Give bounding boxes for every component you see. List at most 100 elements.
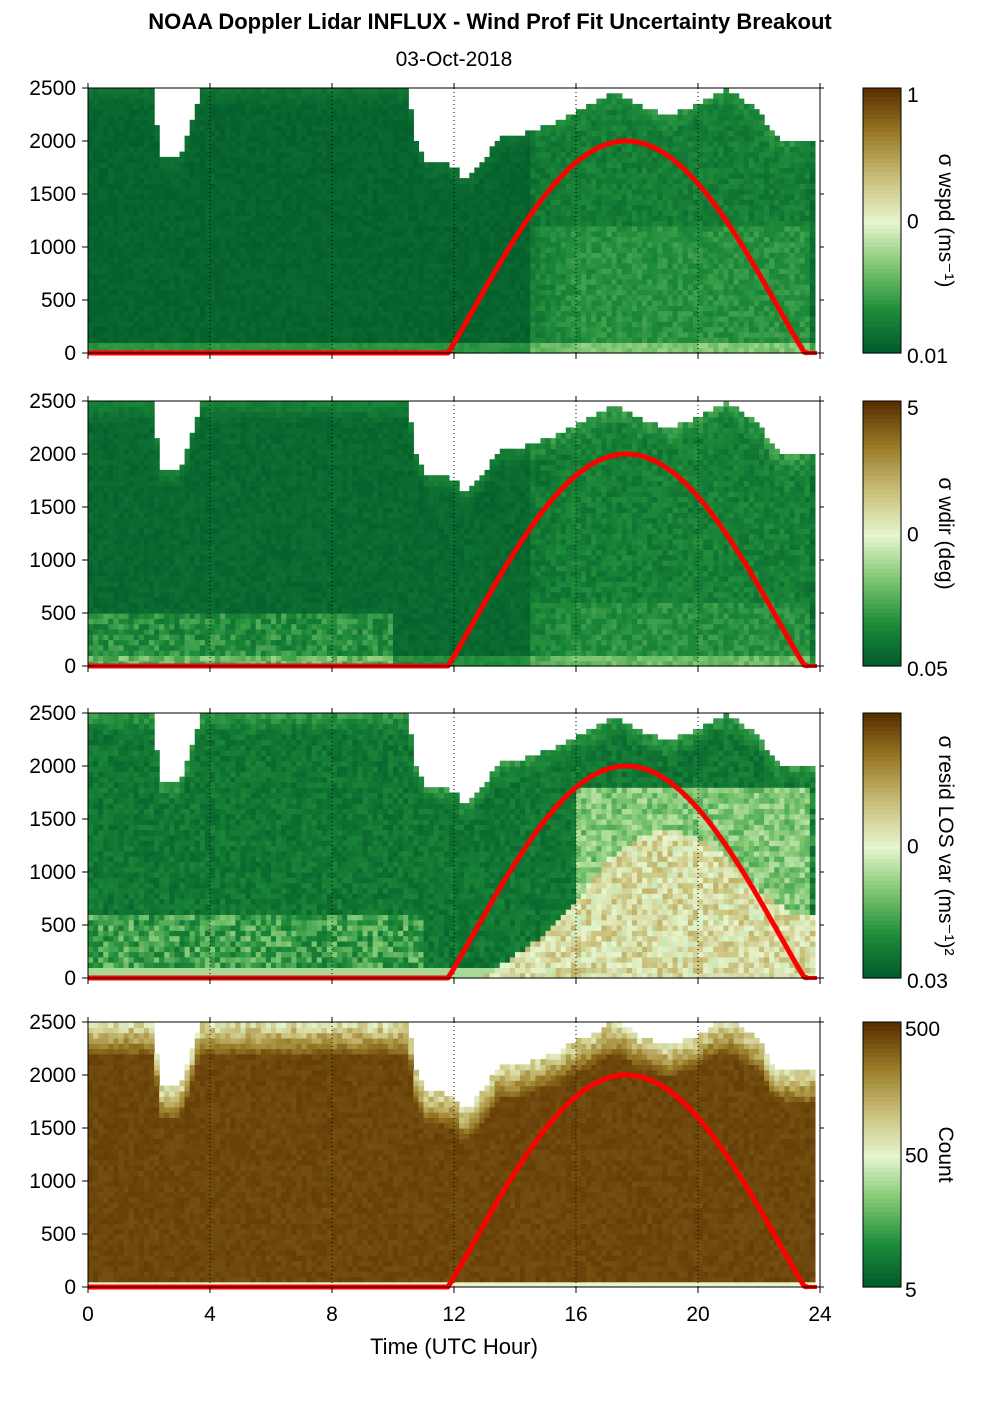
heatmap-cell [200, 337, 206, 343]
heatmap-cell [180, 247, 186, 253]
heatmap-cell [154, 226, 160, 232]
heatmap-cell [185, 221, 191, 227]
heatmap-cell [190, 321, 196, 327]
heatmap-cell [200, 268, 206, 274]
heatmap-cell [119, 93, 125, 99]
heatmap-cell [88, 327, 94, 333]
heatmap-cell [139, 258, 145, 264]
heatmap-cell [200, 342, 206, 348]
heatmap-cell [119, 295, 125, 301]
heatmap-cell [134, 205, 140, 211]
heatmap-cell [144, 226, 150, 232]
heatmap-cell [185, 152, 191, 158]
heatmap-cell [154, 194, 160, 200]
heatmap-cell [108, 173, 114, 179]
heatmap-cell [169, 221, 175, 227]
heatmap-cell [129, 152, 135, 158]
heatmap-cell [154, 152, 160, 158]
heatmap-cell [200, 295, 206, 301]
heatmap-cell [195, 168, 201, 174]
heatmap-cell [134, 226, 140, 232]
heatmap-cell [210, 321, 216, 327]
heatmap-cell [195, 263, 201, 269]
heatmap-cell [190, 162, 196, 168]
heatmap-cell [129, 88, 135, 94]
heatmap-cell [174, 252, 180, 258]
heatmap-cell [88, 99, 94, 105]
heatmap-cell [180, 274, 186, 280]
heatmap-cell [108, 236, 114, 242]
heatmap-cell [144, 162, 150, 168]
heatmap-cell [215, 199, 221, 205]
heatmap-cell [174, 231, 180, 237]
heatmap-cell [180, 337, 186, 343]
heatmap-cell [210, 205, 216, 211]
heatmap-cell [108, 194, 114, 200]
heatmap-cell [200, 194, 206, 200]
heatmap-cell [98, 199, 104, 205]
heatmap-cell [134, 305, 140, 311]
heatmap-cell [103, 327, 109, 333]
heatmap-cell [139, 109, 145, 115]
heatmap-cell [200, 327, 206, 333]
heatmap-cell [139, 104, 145, 110]
heatmap-cell [113, 231, 119, 237]
heatmap-cell [190, 152, 196, 158]
heatmap-cell [164, 215, 170, 221]
heatmap-cell [108, 141, 114, 147]
heatmap-cell [134, 274, 140, 280]
heatmap-cell [185, 242, 191, 248]
heatmap-cell [144, 93, 150, 99]
heatmap-cell [159, 316, 165, 322]
heatmap-cell [113, 311, 119, 317]
heatmap-cell [200, 215, 206, 221]
heatmap-cell [205, 157, 211, 163]
heatmap-cell [119, 152, 125, 158]
heatmap-cell [144, 199, 150, 205]
heatmap-cell [169, 242, 175, 248]
heatmap-cell [93, 157, 99, 163]
heatmap-cell [124, 247, 130, 253]
heatmap-cell [103, 178, 109, 184]
heatmap-cell [174, 337, 180, 343]
heatmap-cell [215, 226, 221, 232]
heatmap-cell [124, 93, 130, 99]
heatmap-cell [215, 173, 221, 179]
heatmap-cell [124, 279, 130, 285]
heatmap-cell [210, 274, 216, 280]
heatmap-cell [144, 342, 150, 348]
heatmap-cell [144, 289, 150, 295]
heatmap-cell [134, 168, 140, 174]
heatmap-cell [149, 342, 155, 348]
heatmap-cell [88, 109, 94, 115]
heatmap-cell [103, 242, 109, 248]
heatmap-cell [159, 258, 165, 264]
heatmap-cell [190, 168, 196, 174]
heatmap-cell [139, 194, 145, 200]
heatmap-cell [103, 88, 109, 94]
heatmap-cell [154, 305, 160, 311]
heatmap-cell [134, 199, 140, 205]
heatmap-cell [180, 178, 186, 184]
heatmap-cell [190, 305, 196, 311]
heatmap-cell [200, 311, 206, 317]
heatmap-cell [180, 189, 186, 195]
heatmap-cell [98, 289, 104, 295]
heatmap-cell [93, 263, 99, 269]
heatmap-cell [113, 268, 119, 274]
heatmap-cell [134, 173, 140, 179]
heatmap-cell [93, 268, 99, 274]
heatmap-cell [205, 146, 211, 152]
heatmap-cell [119, 321, 125, 327]
figure-title: NOAA Doppler Lidar INFLUX - Wind Prof Fi… [148, 9, 832, 34]
heatmap-cell [169, 168, 175, 174]
heatmap-cell [215, 284, 221, 290]
heatmap-cell [149, 109, 155, 115]
heatmap-cell [210, 183, 216, 189]
heatmap-cell [93, 130, 99, 136]
heatmap-cell [185, 337, 191, 343]
heatmap-cell [98, 125, 104, 131]
heatmap-cell [103, 342, 109, 348]
heatmap-cell [103, 295, 109, 301]
heatmap-cell [124, 332, 130, 338]
